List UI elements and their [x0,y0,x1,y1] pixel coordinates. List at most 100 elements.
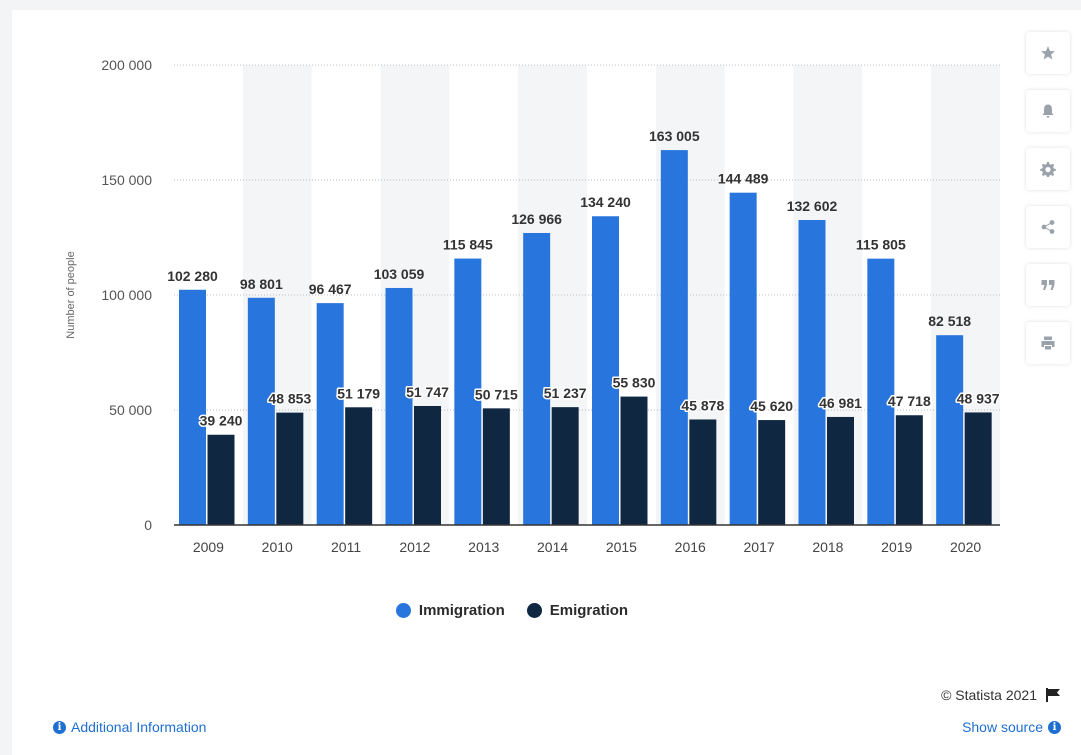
data-label-halo: 51 179 [337,385,380,401]
data-label-emigration: 48 853 [268,391,311,407]
bar-emigration[interactable] [551,407,579,525]
data-label-halo: 48 937 [957,390,1000,406]
quote-icon [1041,280,1055,290]
bar-emigration[interactable] [207,434,235,525]
data-label-immigration: 134 240 [580,194,631,210]
additional-information-link[interactable]: i Additional Information [53,719,206,735]
data-label-emigration: 50 715 [475,386,518,402]
data-label-emigration: 51 237 [544,385,587,401]
data-label-emigration: 47 718 [888,393,931,409]
data-label-immigration: 132 602 [787,198,838,214]
print-button[interactable] [1026,322,1070,364]
bar-immigration[interactable] [179,289,206,525]
share-button[interactable] [1026,206,1070,248]
data-label-halo: 46 981 [819,395,862,411]
flag-icon[interactable] [1045,688,1061,702]
legend-dot-immigration [395,603,411,618]
bar-emigration[interactable] [345,407,373,525]
legend-dot-emigration [526,603,542,618]
data-label-halo: 51 237 [544,385,587,401]
info-icon: i [1048,720,1061,734]
copyright: © Statista 2021 [941,687,1061,703]
print-icon [1041,336,1055,350]
data-label-halo: 55 830 [613,375,656,391]
settings-button[interactable] [1026,148,1070,190]
data-label-emigration: 45 620 [750,398,793,414]
bar-emigration[interactable] [827,416,854,525]
bar-immigration[interactable] [316,303,344,525]
bar-immigration[interactable] [729,192,757,525]
data-label-immigration: 163 005 [649,128,700,144]
bar-immigration[interactable] [592,216,619,526]
data-label-halo: 50 715 [475,386,518,402]
data-label-halo: 48 853 [268,391,311,407]
bar-emigration[interactable] [482,408,510,525]
data-label-emigration: 51 747 [406,384,449,400]
bar-emigration[interactable] [895,415,923,525]
data-label-immigration: 82 518 [928,313,971,329]
bar-immigration[interactable] [385,287,413,525]
data-label-emigration: 46 981 [819,395,862,411]
legend: Immigration Emigration [12,602,1012,619]
y-tick-label: 100 000 [101,287,152,303]
bar-emigration[interactable] [414,405,441,525]
x-tick-label: 2017 [744,539,775,555]
y-tick-label: 150 000 [101,172,152,188]
data-label-immigration: 96 467 [309,281,352,297]
y-tick-label: 0 [144,517,152,533]
copyright-text: © Statista 2021 [941,687,1037,703]
x-tick-label: 2013 [468,539,499,555]
bar-emigration[interactable] [964,412,992,525]
bar-chart: 0 50 000 100 000 150 000 200 000 Number of pe… [65,57,1001,555]
notification-button[interactable] [1026,90,1070,132]
data-label-emigration: 39 240 [200,413,243,429]
gear-icon [1040,162,1056,177]
bar-emigration[interactable] [620,396,648,525]
additional-information-label: Additional Information [71,719,207,735]
bar-emigration[interactable] [758,420,786,525]
y-tick-label: 50 000 [109,402,152,418]
data-label-halo: 51 747 [406,384,449,400]
bar-immigration[interactable] [523,232,551,525]
y-tick-label: 200 000 [101,57,152,73]
x-tick-label: 2015 [606,539,637,555]
data-label-immigration: 115 845 [443,237,493,253]
x-tick-label: 2014 [537,539,568,555]
x-tick-label: 2009 [193,539,224,555]
data-label-immigration: 103 059 [374,266,425,282]
data-label-immigration: 102 280 [167,268,218,284]
x-tick-label: 2018 [812,539,843,555]
bar-emigration[interactable] [689,419,717,525]
info-icon: i [53,720,66,734]
bell-icon [1042,104,1054,118]
data-label-halo: 39 240 [200,413,243,429]
legend-item-immigration[interactable]: Immigration [395,602,505,619]
data-label-emigration: 51 179 [337,385,380,401]
bar-immigration[interactable] [867,258,895,525]
bar-immigration[interactable] [798,220,826,526]
x-tick-label: 2016 [675,539,706,555]
x-tick-label: 2019 [881,539,912,555]
star-icon [1041,46,1055,60]
legend-label-immigration: Immigration [418,602,505,619]
chart-card: 0 50 000 100 000 150 000 200 000 Number of pe… [12,10,1081,755]
x-tick-label: 2012 [399,539,430,555]
legend-item-emigration[interactable]: Emigration [526,602,629,619]
data-label-halo: 45 620 [750,398,793,414]
bar-emigration[interactable] [276,412,304,525]
data-label-immigration: 98 801 [240,276,283,292]
data-label-emigration: 55 830 [613,375,656,391]
legend-label-emigration: Emigration [549,602,629,619]
bar-immigration[interactable] [936,335,964,525]
cite-button[interactable] [1026,264,1070,306]
show-source-link[interactable]: Show source i [962,719,1061,735]
data-label-immigration: 115 805 [856,237,906,253]
favorite-button[interactable] [1026,32,1070,74]
x-tick-label: 2020 [950,539,981,555]
bar-immigration[interactable] [454,258,482,525]
y-axis-label: Number of people [65,251,77,338]
bar-immigration[interactable] [660,150,688,525]
data-label-halo: 47 718 [888,393,931,409]
x-tick-label: 2010 [262,539,293,555]
bar-immigration[interactable] [247,297,275,525]
